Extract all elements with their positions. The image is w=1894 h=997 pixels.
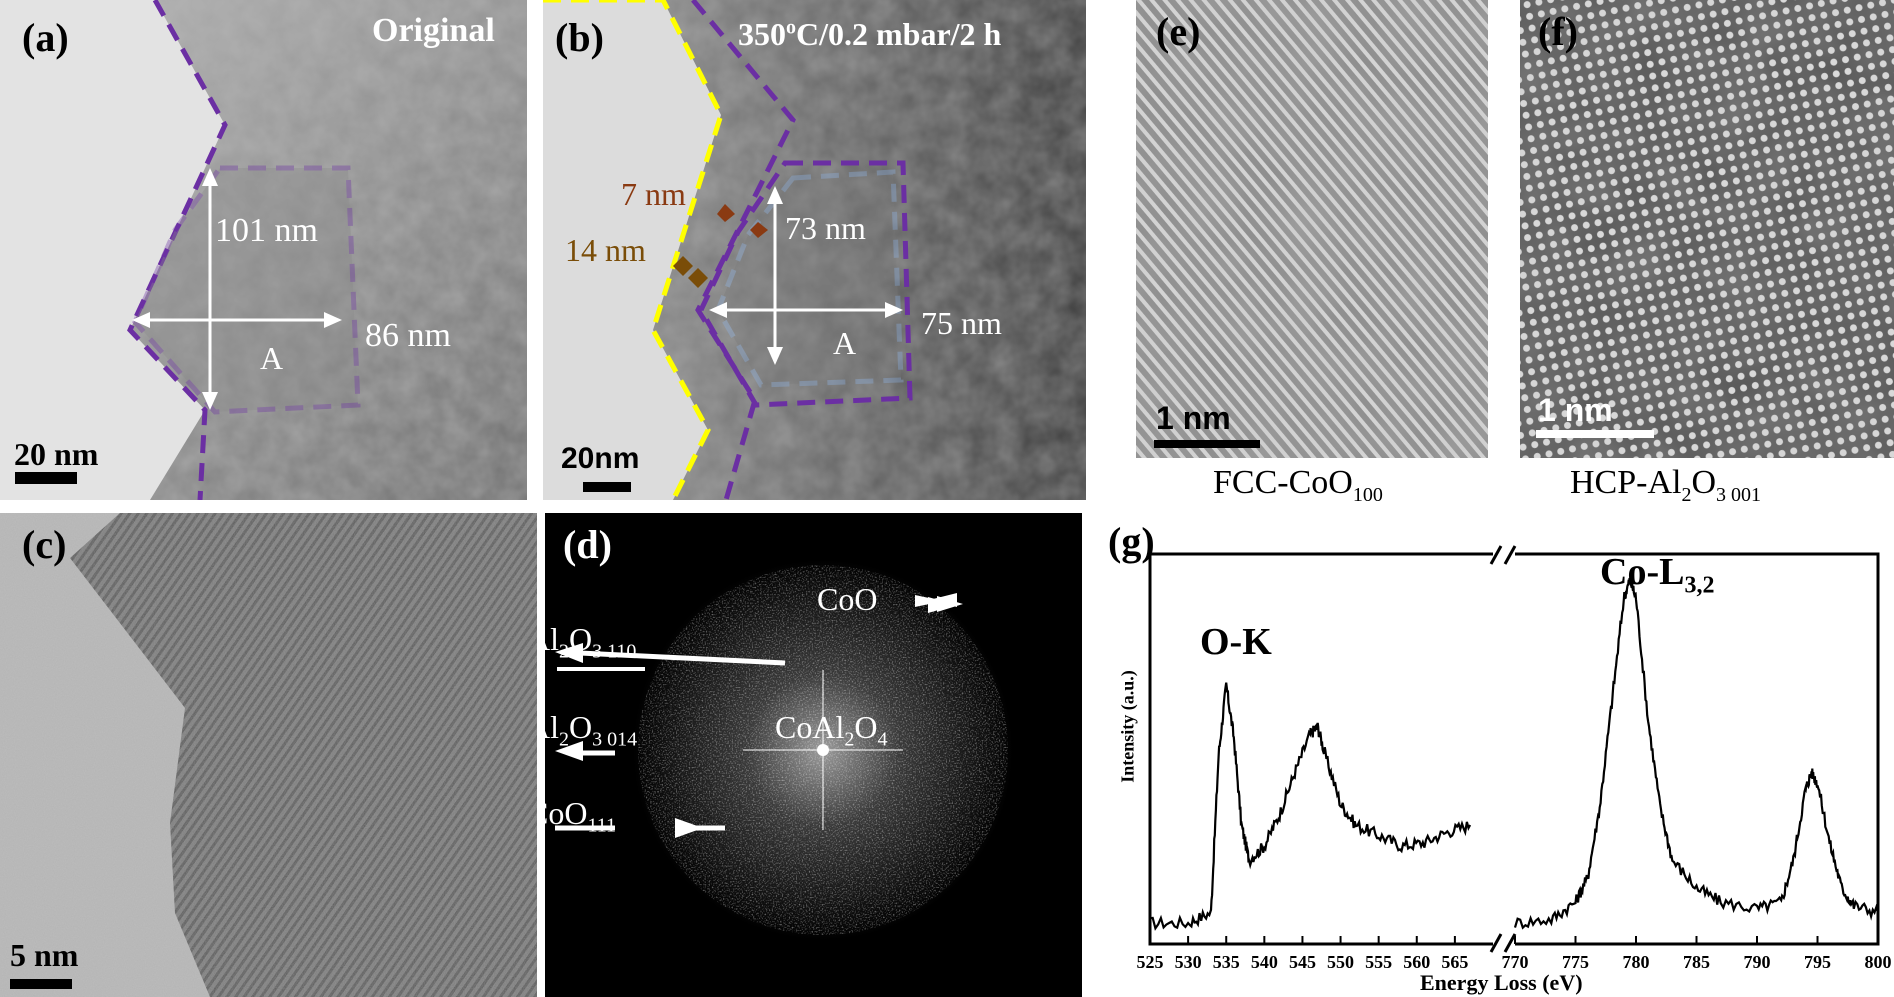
panel-e-caption: FCC-CoO100	[1213, 464, 1383, 506]
x-tick-label: 565	[1441, 952, 1468, 972]
x-tick-label: 780	[1623, 952, 1650, 972]
panel-b-title: 350oC/0.2 mbar/2 h	[738, 16, 1002, 52]
x-ticks: 525 530 535 540 545 550 555 560 565 770 775 780 785 7…	[1137, 936, 1892, 972]
x-tick-label: 795	[1804, 952, 1831, 972]
x-tick-label: 770	[1502, 952, 1529, 972]
y-axis-label: Intensity (a.u.)	[1117, 670, 1138, 783]
x-tick-label: 550	[1327, 952, 1354, 972]
panel-a-scale-bar-label: 20 nm	[14, 436, 99, 472]
x-tick-label: 560	[1403, 952, 1430, 972]
panel-b-width-label: 75 nm	[921, 305, 1002, 341]
panel-a-region-label: A	[260, 340, 284, 376]
panel-d-label: (d)	[563, 522, 612, 567]
panel-g-label: (g)	[1108, 520, 1155, 564]
panel-d-spot-al2o3-110: Al2O3 110	[545, 621, 637, 663]
panel-b-shell1-label: 7 nm	[621, 176, 686, 212]
panel-b-shell2-label: 14 nm	[565, 232, 646, 268]
x-tick-label: 555	[1365, 952, 1392, 972]
panel-a-height-label: 101 nm	[215, 212, 318, 249]
panel-g-eels-spectrum: 525 530 535 540 545 550 555 560 565 770 775 780 785 7…	[1100, 520, 1894, 997]
panel-a-title: Original	[372, 12, 495, 49]
x-tick-label: 535	[1213, 952, 1240, 972]
x-tick-label: 800	[1865, 952, 1892, 972]
panel-f-scale-bar-label: 1 nm	[1538, 392, 1613, 428]
panel-d-fft-pattern: (d) Al2O3 110 Al2O3 014 CoO111 CoO CoAl2…	[545, 513, 1082, 997]
panel-c-scale-bar-label: 5 nm	[10, 937, 79, 973]
panel-d-spot-coo-111: CoO111	[545, 795, 616, 837]
panel-a-width-label: 86 nm	[365, 317, 451, 354]
panel-b-scale-bar-label: 20nm	[561, 442, 640, 475]
panel-f-caption: HCP-Al2O3 001	[1570, 464, 1762, 506]
x-tick-label: 790	[1744, 952, 1771, 972]
x-tick-label: 545	[1289, 952, 1316, 972]
x-tick-label: 530	[1175, 952, 1202, 972]
x-tick-label: 775	[1562, 952, 1589, 972]
panel-d-spot-coo: CoO	[817, 581, 878, 617]
panel-b-label: (b)	[555, 15, 604, 60]
panel-b-height-label: 73 nm	[785, 210, 866, 246]
panel-c-micrograph	[0, 513, 537, 997]
x-tick-label: 785	[1683, 952, 1710, 972]
panel-a-label: (a)	[22, 15, 69, 60]
panel-c-hrtem-image: (c) 5 nm	[0, 513, 537, 997]
x-tick-label: 540	[1251, 952, 1278, 972]
peak-label-o-k: O-K	[1200, 621, 1272, 663]
panel-e-scale-bar-label: 1 nm	[1156, 400, 1231, 436]
panel-a-micrograph	[0, 0, 527, 500]
peak-label-co-l32: Co-L3,2	[1600, 551, 1715, 599]
eels-chart: 525 530 535 540 545 550 555 560 565 770 775 780 785 7…	[1137, 540, 1892, 972]
panel-c-label: (c)	[22, 522, 67, 567]
x-axis-label: Energy Loss (eV)	[1420, 970, 1583, 995]
panel-e-lattice	[1136, 0, 1488, 458]
panel-f-lattice-image: (f) 1 nm	[1520, 0, 1894, 458]
panel-d-spot-al2o3-014: Al2O3 014	[545, 709, 638, 751]
spectrum-segment-o-k	[1149, 682, 1472, 931]
panel-d-spot-coal2o4: CoAl2O4	[775, 709, 888, 751]
panel-e-label: (e)	[1156, 9, 1201, 54]
panel-b-tem-image: (b) 350oC/0.2 mbar/2 h 7 nm 14 nm 73 nm …	[543, 0, 1086, 500]
spectrum-lines	[1149, 574, 1880, 931]
spectrum-segment-co-l	[1513, 574, 1880, 930]
panel-b-micrograph	[543, 0, 1086, 500]
panel-f-label: (f)	[1538, 9, 1578, 54]
panel-b-region-label: A	[833, 325, 857, 361]
panel-d-diffraction	[545, 513, 1082, 997]
panel-f-lattice	[1520, 0, 1894, 458]
plot-frame	[1148, 552, 1880, 946]
panel-a-tem-image: (a) Original 101 nm 86 nm A 20 nm	[0, 0, 527, 500]
x-tick-label: 525	[1137, 952, 1164, 972]
panel-e-lattice-image: (e) 1 nm	[1136, 0, 1488, 458]
